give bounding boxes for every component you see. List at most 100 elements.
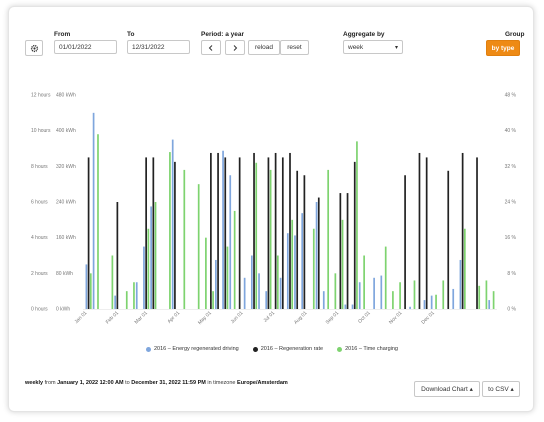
bar-rate — [274, 152, 277, 309]
bar-time — [276, 255, 279, 309]
bar-energy — [265, 291, 268, 309]
bar-time — [89, 273, 92, 309]
legend-item-energy[interactable]: 2016 – Energy regenerated driving — [146, 346, 239, 352]
footer-tz-text: in timezone — [207, 380, 236, 386]
bar-time — [392, 291, 394, 309]
bar-time — [435, 294, 437, 309]
bar-energy — [215, 259, 217, 309]
y-tick-energy: 0 kWh — [56, 307, 70, 313]
y-tick-percent: 40 % — [505, 128, 517, 134]
bar-rate — [447, 170, 450, 309]
bar-time — [291, 219, 294, 309]
legend-item-rate[interactable]: 2016 – Regeneration rate — [252, 346, 324, 352]
x-tick-label: Nov 01 — [388, 310, 404, 326]
bar-time — [197, 184, 200, 309]
bar-time — [384, 246, 387, 309]
legend-item-time[interactable]: 2016 – Time charging — [337, 346, 398, 352]
bar-rate — [253, 152, 255, 309]
settings-button[interactable] — [25, 40, 43, 56]
legend-label-rate: 2016 – Regeneration rate — [260, 346, 324, 352]
bar-time — [147, 228, 150, 309]
reload-button[interactable]: reload — [248, 40, 280, 55]
bar-rate — [346, 193, 349, 309]
bar-energy — [171, 139, 174, 309]
bar-time — [169, 152, 171, 309]
bar-rate — [238, 157, 241, 309]
y-tick-percent: 32 % — [505, 164, 517, 170]
bar-time — [97, 134, 99, 309]
bar-time — [233, 210, 236, 309]
bar-time — [478, 285, 481, 309]
y-tick-percent: 24 % — [505, 200, 517, 206]
download-chart-button[interactable]: Download Chart ▴ — [414, 381, 480, 397]
bar-energy — [452, 288, 455, 309]
period-label: Period: a year — [201, 31, 244, 38]
bar-rate — [303, 175, 306, 309]
chevron-left-icon — [208, 44, 213, 51]
bar-rate — [418, 152, 421, 309]
bar-time — [125, 291, 128, 309]
next-period-button[interactable] — [225, 40, 245, 55]
bar-energy — [344, 304, 347, 309]
y-tick-percent: 8 % — [507, 271, 516, 277]
bar-energy — [92, 112, 95, 309]
bar-time — [154, 202, 157, 309]
bar-time — [255, 162, 258, 309]
from-label: From — [54, 31, 71, 38]
to-csv-button[interactable]: to CSV ▴ — [482, 381, 520, 397]
bar-time — [341, 219, 344, 309]
bar-energy — [315, 202, 318, 309]
bar-energy — [135, 282, 138, 309]
y-tick-energy: 320 kWh — [56, 164, 76, 170]
bar-energy — [258, 273, 260, 309]
x-tick-label: Jul 01 — [262, 310, 276, 324]
bar-rate — [425, 157, 428, 309]
y-tick-energy: 240 kWh — [56, 200, 76, 206]
footer-to-word: to — [125, 380, 130, 386]
bar-energy — [114, 295, 117, 309]
bar-energy — [488, 300, 491, 309]
bar-energy — [222, 150, 224, 309]
bar-rate — [152, 157, 155, 309]
bar-time — [334, 273, 337, 309]
legend-label-energy: 2016 – Energy regenerated driving — [154, 346, 239, 352]
bar-energy — [250, 255, 253, 309]
bar-time — [442, 280, 445, 309]
footer-summary: weekly from January 1, 2022 12:00 AM to … — [25, 380, 288, 386]
bar-time — [133, 282, 135, 309]
y-tick-energy: 80 kWh — [56, 271, 73, 277]
chart-legend: 2016 – Energy regenerated driving 2016 –… — [0, 346, 544, 352]
y-tick-hours: 10 hours — [31, 128, 51, 134]
to-label: To — [127, 31, 135, 38]
aggregate-value: week — [348, 44, 364, 51]
group-by-type-button[interactable]: by type — [486, 40, 520, 56]
bar-rate — [267, 157, 270, 309]
bar-time — [485, 280, 488, 309]
x-tick-label: Oct 01 — [357, 310, 372, 325]
x-tick-label: Apr 01 — [167, 310, 182, 325]
footer-start: January 1, 2022 12:00 AM — [57, 380, 124, 386]
bar-rate — [476, 157, 478, 309]
to-date-field[interactable]: 12/31/2022 — [127, 40, 190, 54]
group-label: Group — [505, 31, 525, 38]
y-tick-hours: 4 hours — [31, 235, 48, 241]
y-tick-hours: 6 hours — [31, 200, 48, 206]
aggregate-select[interactable]: week ▾ — [343, 40, 403, 54]
x-tick-label: Dec 01 — [420, 310, 436, 326]
from-date-field[interactable]: 01/01/2022 — [54, 40, 117, 54]
legend-dot-rate — [252, 346, 258, 352]
reset-button[interactable]: reset — [280, 40, 309, 55]
bar-time — [269, 169, 272, 309]
legend-label-time: 2016 – Time charging — [345, 346, 398, 352]
bar-rate — [281, 157, 284, 309]
footer-from-word: from — [44, 380, 56, 386]
previous-period-button[interactable] — [201, 40, 221, 55]
bar-energy — [358, 282, 361, 309]
y-tick-energy: 400 kWh — [56, 128, 76, 134]
bar-rate — [317, 197, 320, 309]
legend-dot-energy — [146, 346, 151, 352]
bar-energy — [143, 246, 145, 309]
bar-rate — [116, 202, 119, 309]
bar-time — [413, 280, 416, 309]
bar-energy — [351, 304, 354, 309]
